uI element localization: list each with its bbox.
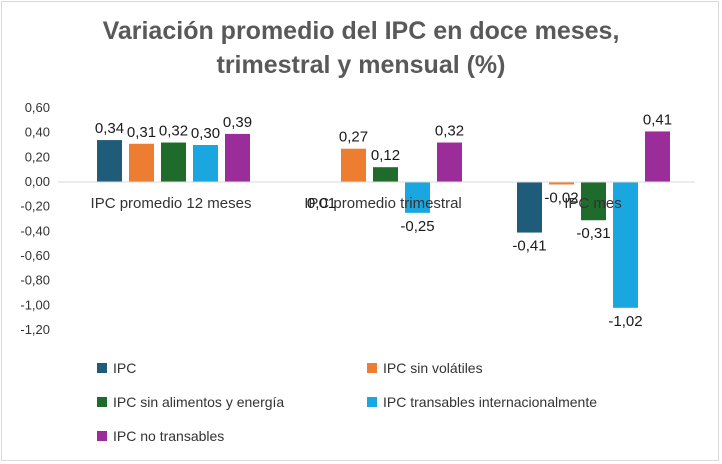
- data-label: -1,02: [608, 313, 642, 330]
- y-tick-label: 0,00: [25, 174, 50, 189]
- data-label: 0,34: [95, 120, 124, 137]
- data-label: 0,32: [159, 123, 188, 140]
- bar: [581, 182, 606, 221]
- y-tick-label: -0,80: [20, 273, 50, 288]
- chart-title: Variación promedio del IPC en doce meses…: [0, 14, 722, 82]
- bar: [549, 182, 574, 185]
- category-label: IPC promedio trimestral: [304, 195, 462, 212]
- data-label: 0,41: [643, 111, 672, 128]
- data-label: 0,39: [223, 114, 252, 131]
- bar: [373, 167, 398, 182]
- y-tick-label: -1,20: [20, 322, 50, 337]
- y-tick-label: 0,20: [25, 149, 50, 164]
- data-label: -0,41: [512, 238, 546, 255]
- bar: [97, 140, 122, 182]
- bar: [517, 182, 542, 233]
- bar: [437, 142, 462, 182]
- y-tick-label: -0,60: [20, 248, 50, 263]
- data-label: -0,02: [544, 189, 578, 206]
- data-label: 0,31: [127, 124, 156, 141]
- bar: [161, 142, 186, 182]
- category-label: IPC promedio 12 meses: [91, 195, 252, 212]
- y-tick-label: -1,00: [20, 297, 50, 312]
- data-label: 0,32: [435, 123, 464, 140]
- bar: [225, 133, 250, 182]
- y-tick-label: -0,20: [20, 199, 50, 214]
- data-label: -0,25: [400, 218, 434, 235]
- data-label: 0,12: [371, 147, 400, 164]
- chart-title-line-2: trimestral y mensual (%): [216, 51, 506, 79]
- bar: [613, 182, 638, 308]
- data-label: 0,01: [307, 195, 336, 212]
- bar: [129, 143, 154, 182]
- data-label: 0,27: [339, 129, 368, 146]
- y-tick-label: -0,40: [20, 223, 50, 238]
- data-label: -0,31: [576, 225, 610, 242]
- y-tick-label: 0,60: [25, 100, 50, 115]
- chart-title-line-1: Variación promedio del IPC en doce meses…: [102, 17, 620, 45]
- bar: [193, 145, 218, 182]
- bar: [341, 148, 366, 182]
- bar: [405, 182, 430, 213]
- y-tick-label: 0,40: [25, 125, 50, 140]
- bar: [645, 131, 670, 182]
- data-label: 0,30: [191, 125, 220, 142]
- category-label: IPC mes: [564, 195, 622, 212]
